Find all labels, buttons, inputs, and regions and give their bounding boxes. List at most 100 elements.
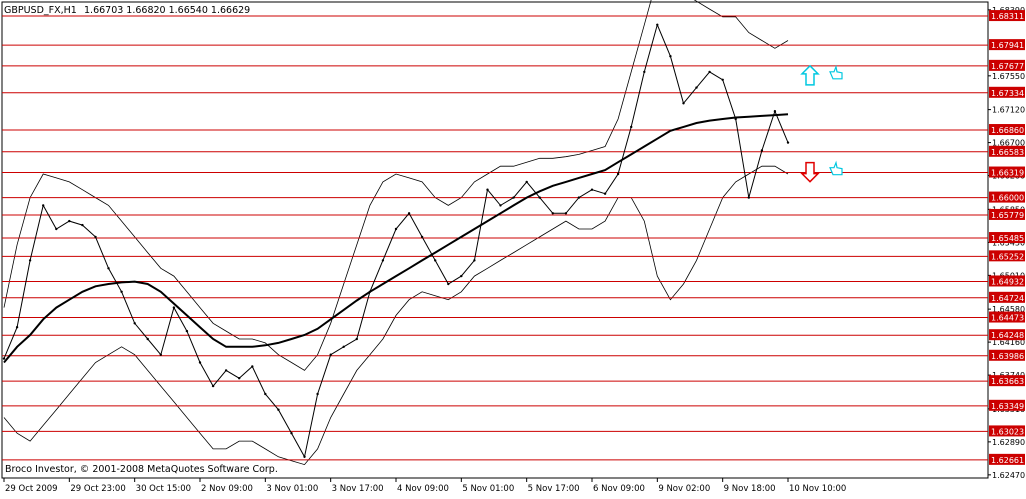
price-point-10 (133, 322, 136, 325)
level-label-1: 1.67941 (991, 41, 1024, 50)
level-label-11: 1.64932 (991, 277, 1024, 286)
price-point-41 (538, 196, 541, 199)
level-label-box-18 (989, 425, 1025, 437)
y-tick-label-2: 1.67120 (992, 106, 1025, 115)
price-point-19 (251, 365, 254, 368)
moving-average-line (3, 113, 789, 364)
chart-ohlc-label: 1.66703 1.66820 1.66540 1.66629 (84, 5, 250, 16)
level-label-19: 1.62661 (991, 456, 1024, 465)
price-point-13 (172, 306, 176, 309)
lower-band-line (3, 165, 789, 466)
price-point-50 (656, 23, 659, 26)
price-point-31 (407, 212, 411, 215)
x-tick-label-0: 29 Oct 2009 (5, 484, 58, 494)
level-label-16: 1.63663 (991, 377, 1024, 386)
level-label-box-8 (989, 208, 1025, 220)
copyright-label: Broco Investor, © 2001-2008 MetaQuotes S… (5, 464, 278, 475)
price-point-17 (224, 369, 228, 372)
level-label-box-13 (989, 311, 1025, 323)
price-point-24 (316, 392, 319, 396)
x-tick-label-11: 9 Nov 18:00 (724, 484, 776, 494)
price-point-16 (211, 384, 215, 388)
price-point-36 (473, 259, 476, 262)
y-tick-label-12: 1.62890 (992, 438, 1025, 447)
price-point-45 (590, 188, 594, 191)
level-lines (2, 15, 988, 461)
level-label-10: 1.65252 (991, 252, 1024, 261)
price-point-35 (460, 274, 463, 278)
level-label-box-19 (989, 453, 1025, 465)
x-tick-label-1: 29 Oct 23:00 (70, 484, 125, 494)
price-point-40 (525, 180, 528, 184)
level-label-4: 1.66860 (991, 126, 1024, 135)
pointing-hand-icon-1 (829, 160, 843, 176)
price-point-12 (159, 353, 162, 356)
price-point-38 (499, 204, 502, 207)
level-label-8: 1.65779 (991, 211, 1024, 220)
level-label-box-15 (989, 349, 1025, 361)
price-series (2, 23, 790, 459)
price-point-3 (42, 204, 45, 207)
level-label-box-4 (989, 124, 1025, 136)
price-point-60 (786, 141, 790, 144)
level-label-6: 1.66319 (991, 169, 1024, 178)
y-tick-label-1: 1.67550 (992, 72, 1025, 81)
price-point-27 (355, 337, 358, 341)
x-tick-label-3: 2 Nov 09:00 (201, 484, 253, 494)
price-point-33 (434, 259, 437, 262)
level-label-box-9 (989, 232, 1025, 244)
price-point-37 (486, 188, 489, 191)
level-label-box-1 (989, 39, 1025, 51)
time-axis-ticks: 29 Oct 2009 29 Oct 23:00 30 Oct 15:00 2 Nov… (3, 478, 846, 494)
price-point-58 (760, 149, 764, 152)
price-point-51 (669, 55, 672, 58)
price-point-6 (81, 223, 84, 227)
price-point-49 (643, 70, 646, 74)
price-point-53 (695, 86, 698, 89)
price-point-54 (708, 70, 711, 74)
x-tick-label-5: 3 Nov 17:00 (332, 484, 384, 494)
y-tick-label-3: 1.66700 (992, 139, 1025, 148)
level-label-0: 1.68311 (991, 12, 1024, 21)
price-point-0 (2, 357, 6, 360)
level-label-box-2 (989, 59, 1025, 71)
price-point-26 (342, 345, 345, 348)
x-tick-label-10: 9 Nov 02:00 (658, 484, 710, 494)
price-point-7 (94, 235, 97, 239)
price-point-59 (773, 110, 777, 113)
moving-average (3, 113, 789, 364)
pointing-hand-icon-shape (829, 64, 843, 80)
level-label-14: 1.64248 (991, 331, 1024, 340)
price-point-42 (551, 212, 554, 215)
price-point-34 (447, 282, 450, 286)
price-point-1 (15, 326, 19, 329)
level-label-box-3 (989, 86, 1025, 98)
price-point-32 (420, 235, 424, 239)
price-point-44 (577, 196, 581, 199)
y-tick-label-8: 1.64580 (992, 305, 1025, 314)
price-point-39 (512, 196, 515, 199)
price-point-5 (68, 219, 71, 223)
level-labels: 1.68311 1.67941 1.67677 1.67334 1.66860 1.665… (989, 10, 1025, 465)
price-point-55 (721, 78, 724, 82)
level-label-3: 1.67334 (991, 89, 1024, 98)
x-tick-label-8: 5 Nov 17:00 (528, 484, 580, 494)
x-tick-label-6: 4 Nov 09:00 (397, 484, 449, 494)
price-point-57 (747, 196, 750, 199)
price-point-25 (329, 353, 332, 356)
price-point-2 (28, 259, 32, 262)
price-point-43 (564, 212, 568, 215)
price-point-29 (381, 259, 385, 262)
x-tick-label-4: 3 Nov 01:00 (266, 484, 318, 494)
level-label-box-6 (989, 166, 1025, 178)
price-point-4 (55, 227, 58, 231)
price-point-46 (603, 192, 607, 195)
price-point-47 (616, 172, 620, 176)
y-tick-label-9: 1.64160 (992, 338, 1025, 347)
level-label-box-11 (989, 275, 1025, 287)
price-point-22 (290, 432, 293, 435)
level-label-17: 1.63349 (991, 402, 1024, 411)
